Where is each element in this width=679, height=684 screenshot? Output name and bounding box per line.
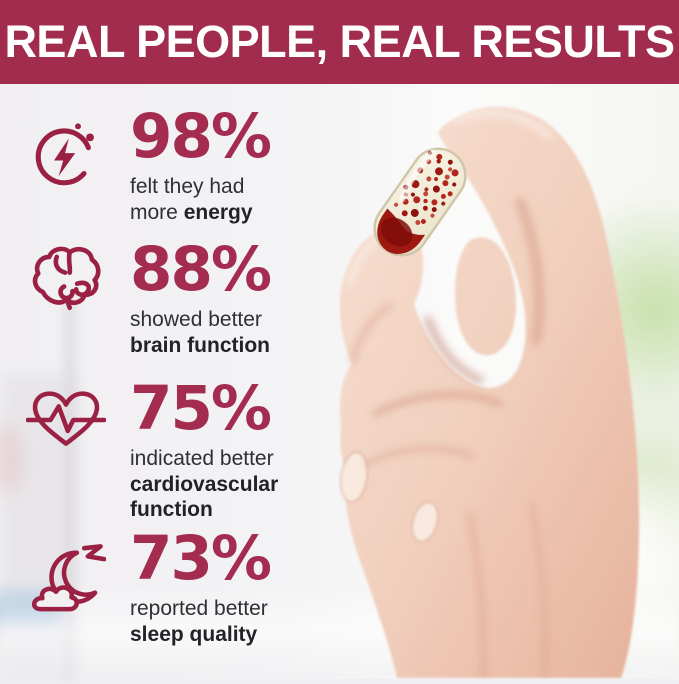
stat-text-brain: 88% showed better brain function bbox=[118, 239, 345, 358]
stat-value: 73% bbox=[130, 523, 272, 594]
stat-value: 75% bbox=[130, 373, 272, 444]
heart-pulse-icon bbox=[26, 391, 106, 446]
fingernail bbox=[339, 451, 369, 503]
capsule-illustration bbox=[373, 147, 467, 257]
page-title: REAL PEOPLE, REAL RESULTS bbox=[4, 16, 675, 67]
pink-blur-spot bbox=[0, 424, 24, 494]
hand-capsule-svg bbox=[339, 106, 640, 681]
header-banner: REAL PEOPLE, REAL RESULTS bbox=[0, 0, 679, 87]
stat-label: showed better brain function bbox=[130, 308, 270, 357]
stat-row-brain bbox=[26, 239, 106, 316]
hand-illustration bbox=[339, 106, 640, 681]
stat-value: 98% bbox=[130, 101, 272, 172]
stat-text-energy: 98% felt they had more energy bbox=[118, 106, 345, 225]
hand-with-capsule-photo bbox=[0, 84, 679, 681]
stat-row-energy bbox=[26, 106, 106, 192]
stat-text-sleep: 73% reported better sleep quality bbox=[118, 528, 345, 647]
stat-value: 88% bbox=[130, 234, 272, 305]
stat-row-cardio bbox=[26, 378, 106, 454]
stat-row-sleep bbox=[26, 528, 106, 620]
energy-bolt-icon bbox=[35, 123, 94, 186]
fingernail bbox=[411, 501, 439, 543]
stat-label: indicated better cardiovascular function bbox=[130, 447, 279, 522]
stat-label: reported better sleep quality bbox=[130, 597, 268, 646]
stat-label: felt they had more energy bbox=[130, 175, 253, 224]
brain-icon bbox=[32, 246, 101, 311]
stat-text-cardio: 75% indicated better cardiovascular func… bbox=[118, 378, 345, 523]
sleep-moon-icon bbox=[32, 544, 106, 612]
